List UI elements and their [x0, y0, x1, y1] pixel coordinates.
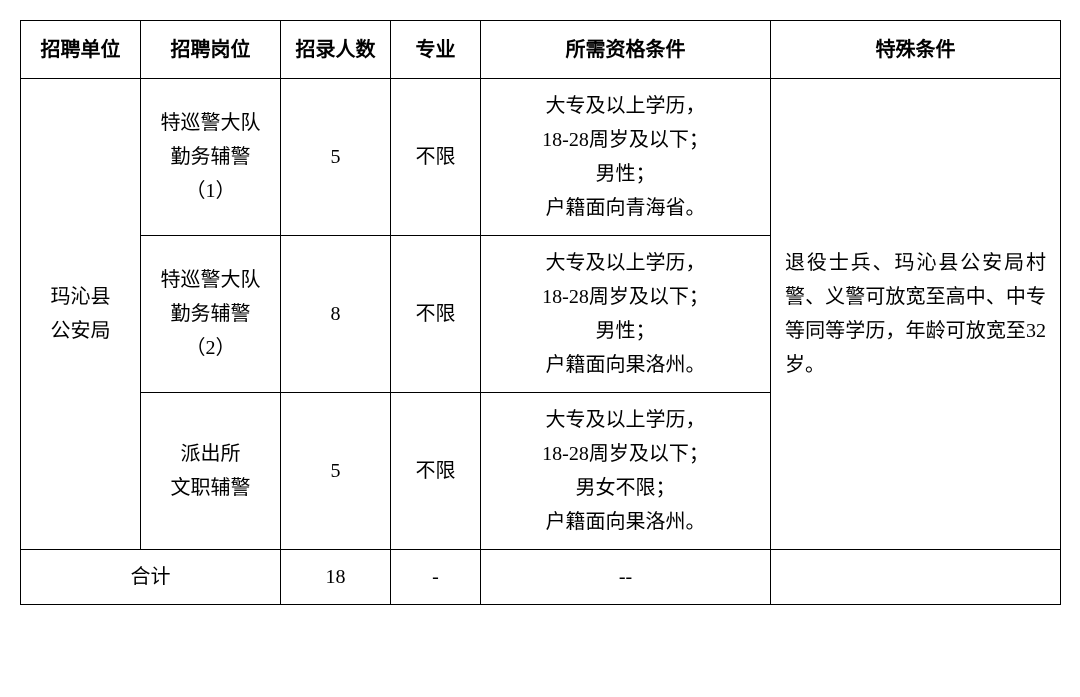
header-unit: 招聘单位 — [21, 21, 141, 79]
header-major: 专业 — [391, 21, 481, 79]
header-special: 特殊条件 — [771, 21, 1061, 79]
cell-total-major: - — [391, 550, 481, 605]
cell-qualification: 大专及以上学历， 18-28周岁及以下； 男性； 户籍面向青海省。 — [481, 79, 771, 236]
cell-position: 特巡警大队 勤务辅警 （1） — [141, 79, 281, 236]
header-count: 招录人数 — [281, 21, 391, 79]
cell-qualification: 大专及以上学历， 18-28周岁及以下； 男女不限； 户籍面向果洛州。 — [481, 393, 771, 550]
cell-position: 特巡警大队 勤务辅警 （2） — [141, 236, 281, 393]
cell-unit: 玛沁县 公安局 — [21, 79, 141, 550]
cell-total-count: 18 — [281, 550, 391, 605]
table-body: 玛沁县 公安局 特巡警大队 勤务辅警 （1） 5 不限 大专及以上学历， 18-… — [21, 79, 1061, 605]
header-qualification: 所需资格条件 — [481, 21, 771, 79]
cell-total-special — [771, 550, 1061, 605]
cell-major: 不限 — [391, 236, 481, 393]
table-row-total: 合计 18 - -- — [21, 550, 1061, 605]
recruitment-table: 招聘单位 招聘岗位 招录人数 专业 所需资格条件 特殊条件 玛沁县 公安局 特巡… — [20, 20, 1061, 605]
cell-count: 8 — [281, 236, 391, 393]
cell-total-label: 合计 — [21, 550, 281, 605]
cell-position: 派出所 文职辅警 — [141, 393, 281, 550]
cell-special: 退役士兵、玛沁县公安局村警、义警可放宽至高中、中专等同等学历，年龄可放宽至32岁… — [771, 79, 1061, 550]
cell-count: 5 — [281, 393, 391, 550]
cell-qualification: 大专及以上学历， 18-28周岁及以下； 男性； 户籍面向果洛州。 — [481, 236, 771, 393]
header-position: 招聘岗位 — [141, 21, 281, 79]
cell-count: 5 — [281, 79, 391, 236]
cell-major: 不限 — [391, 393, 481, 550]
table-header: 招聘单位 招聘岗位 招录人数 专业 所需资格条件 特殊条件 — [21, 21, 1061, 79]
cell-major: 不限 — [391, 79, 481, 236]
cell-total-qualification: -- — [481, 550, 771, 605]
table-row: 玛沁县 公安局 特巡警大队 勤务辅警 （1） 5 不限 大专及以上学历， 18-… — [21, 79, 1061, 236]
